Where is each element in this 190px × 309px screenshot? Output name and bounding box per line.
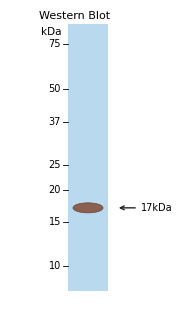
Text: 25: 25: [48, 160, 61, 170]
Text: 20: 20: [49, 185, 61, 195]
Text: 37: 37: [49, 117, 61, 127]
Ellipse shape: [73, 203, 103, 213]
Text: 50: 50: [49, 84, 61, 94]
Text: 10: 10: [49, 261, 61, 271]
Bar: [68, 24, 108, 291]
Text: 75: 75: [48, 39, 61, 49]
Text: 15: 15: [49, 217, 61, 227]
Text: kDa: kDa: [40, 27, 61, 37]
Text: Western Blot: Western Blot: [39, 11, 110, 21]
Text: 17kDa: 17kDa: [141, 203, 173, 213]
